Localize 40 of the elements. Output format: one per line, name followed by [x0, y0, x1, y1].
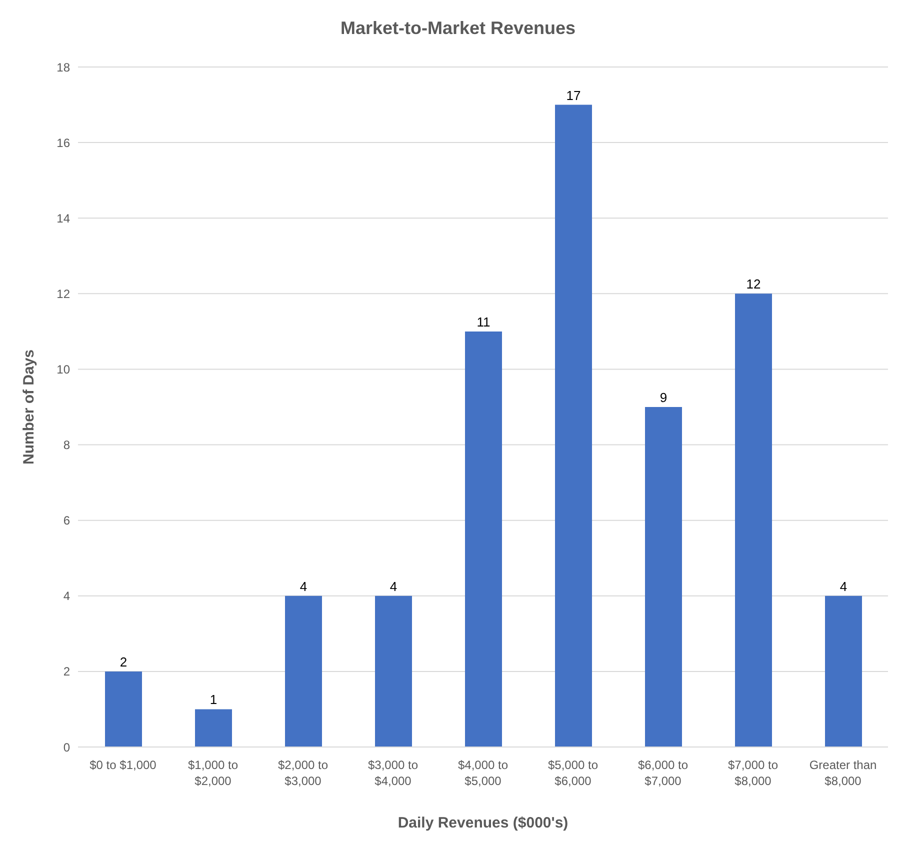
- bar: [735, 294, 772, 747]
- bar: [285, 596, 322, 747]
- data-label: 4: [300, 578, 308, 594]
- data-label: 9: [660, 390, 668, 405]
- x-tick-label: $3,000 to $4,000: [368, 758, 418, 788]
- bar: [375, 596, 412, 747]
- data-label: 17: [566, 88, 581, 103]
- data-label: 11: [476, 314, 490, 330]
- data-label: 4: [390, 578, 398, 594]
- y-tick-label: 4: [63, 589, 70, 604]
- x-tick-label: $0 to $1,000: [90, 758, 157, 772]
- y-tick-label: 18: [56, 60, 70, 74]
- bar: [465, 331, 502, 747]
- y-tick-label: 6: [63, 514, 70, 528]
- y-tick-label: 8: [63, 438, 70, 452]
- x-tick-label: $6,000 to $7,000: [638, 758, 688, 788]
- x-tick-label: $5,000 to $6,000: [548, 758, 598, 788]
- data-label: 4: [840, 578, 848, 594]
- x-tick-label: $1,000 to $2,000: [188, 758, 238, 788]
- bar: [195, 709, 232, 747]
- y-tick-label: 12: [56, 286, 70, 301]
- bar: [825, 596, 862, 747]
- data-label: 2: [120, 654, 128, 670]
- x-axis-title: Daily Revenues ($000's): [398, 814, 568, 832]
- y-tick-label: 16: [56, 136, 70, 150]
- data-label: 1: [210, 692, 218, 708]
- data-label: 12: [746, 276, 761, 292]
- y-tick-label: 2: [63, 664, 70, 679]
- x-tick-label: $4,000 to $5,000: [458, 758, 508, 788]
- x-tick-label: Greater than $8,000: [809, 758, 877, 788]
- chart-title: Market-to-Market Revenues: [339, 17, 577, 40]
- y-tick-label: 14: [56, 211, 70, 226]
- y-tick-label: 0: [63, 740, 70, 754]
- bar: [105, 671, 142, 747]
- x-tick-label: $7,000 to $8,000: [728, 758, 778, 788]
- bar: [555, 104, 592, 747]
- y-axis-title: Number of Days: [20, 349, 38, 465]
- y-tick-label: 10: [56, 362, 70, 376]
- bar: [645, 407, 682, 747]
- x-tick-label: $2,000 to $3,000: [278, 758, 328, 788]
